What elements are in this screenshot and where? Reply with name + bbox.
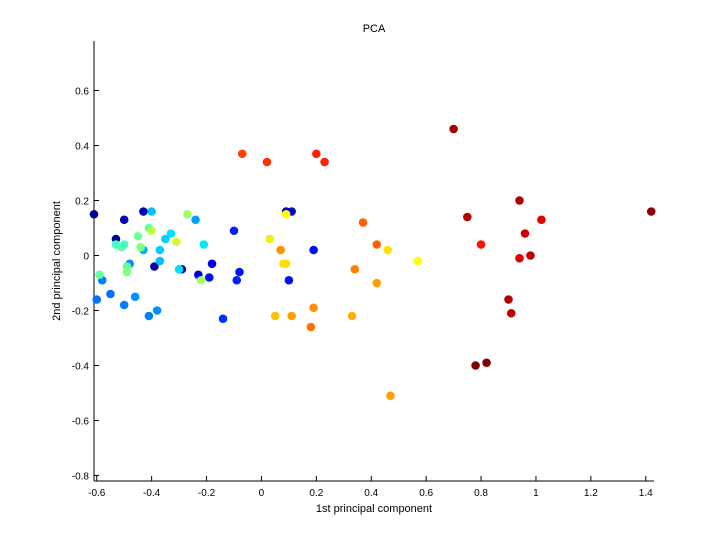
data-point [646,207,656,216]
data-point [196,275,206,285]
data-point [482,358,491,368]
data-point [281,209,291,219]
y-axis: -0.8 -0.6 -0.4 -0.2 0 0.2 0.4 0.6 [72,41,99,483]
y-tick-label: -0.4 [72,362,90,373]
x-tick-label: 1.2 [584,488,598,499]
data-point [265,234,274,244]
data-point [449,124,458,134]
data-point [144,311,154,321]
x-tick-label: -0.2 [198,488,216,499]
data-point [161,234,170,244]
data-point [358,218,368,227]
data-point [350,264,360,274]
data-point [95,270,104,280]
y-tick-label: 0.2 [75,197,89,208]
data-point [526,251,535,260]
data-point [506,308,516,318]
x-axis-label: 1st principal component [316,503,432,515]
data-point [306,322,316,332]
y-tick-label: 0.6 [75,87,89,98]
data-point [92,295,102,304]
data-point [235,267,244,277]
data-point [218,314,228,324]
data-point [133,231,143,241]
data-point [520,229,530,238]
x-tick-label: -0.6 [88,488,106,499]
x-tick-label: 0.2 [309,488,323,499]
data-point [237,149,247,159]
data-point [204,273,214,282]
data-point [413,256,423,266]
data-point [183,209,192,219]
chart-title: PCA [363,23,386,35]
x-axis: -0.6 -0.4 -0.2 0 0.2 0.4 0.6 0.8 1 1.2 1.4 [88,476,654,499]
data-point [229,226,239,236]
data-point [372,240,382,249]
x-tick-label: -0.4 [143,488,161,499]
y-tick-label: -0.6 [72,417,90,428]
data-point [281,259,291,269]
y-tick-label: -0.2 [72,307,90,318]
data-point [136,242,145,252]
data-point [172,237,181,247]
x-tick-label: 0.8 [474,488,488,499]
data-point [199,240,209,249]
y-tick-label: 0.4 [75,142,89,153]
data-point [383,245,393,255]
data-point [155,256,165,266]
data-point [147,207,156,216]
data-point [476,240,486,249]
data-point [309,303,318,313]
x-tick-label: 0.4 [364,488,378,499]
data-point [312,149,321,159]
data-point [515,196,524,205]
data-point [147,226,156,236]
data-point [284,275,294,285]
data-point [471,361,480,370]
data-point [139,207,148,216]
y-tick-label: 0 [83,252,89,263]
data-point [537,215,546,225]
data-point [309,245,318,255]
data-point [463,212,472,222]
x-tick-label: 0.6 [419,488,433,499]
data-point [174,264,184,274]
data-point [191,215,200,225]
data-point [166,229,176,238]
data-point [119,240,129,249]
y-tick-label: -0.8 [72,472,90,483]
data-point [232,275,242,285]
data-point [276,245,285,255]
data-point [119,300,129,310]
scatter-points [89,124,656,401]
x-tick-label: 1 [533,488,539,499]
data-point [155,245,165,255]
y-axis-label: 2nd principal component [51,201,63,321]
data-point [150,262,159,271]
x-tick-label: 0 [259,488,265,499]
data-point [504,295,513,304]
data-point [287,311,296,321]
data-point [152,306,162,315]
data-point [106,289,115,299]
data-point [262,157,272,167]
x-tick-label: 1.4 [639,488,653,499]
data-point [122,267,132,277]
data-point [207,259,217,269]
data-point [386,391,395,401]
data-point [347,311,357,321]
data-point [89,209,99,219]
data-point [130,292,140,302]
plot-area [94,41,654,481]
data-point [270,311,280,321]
data-point [119,215,129,225]
data-point [515,253,524,263]
data-point [320,157,329,167]
data-point [372,278,382,288]
